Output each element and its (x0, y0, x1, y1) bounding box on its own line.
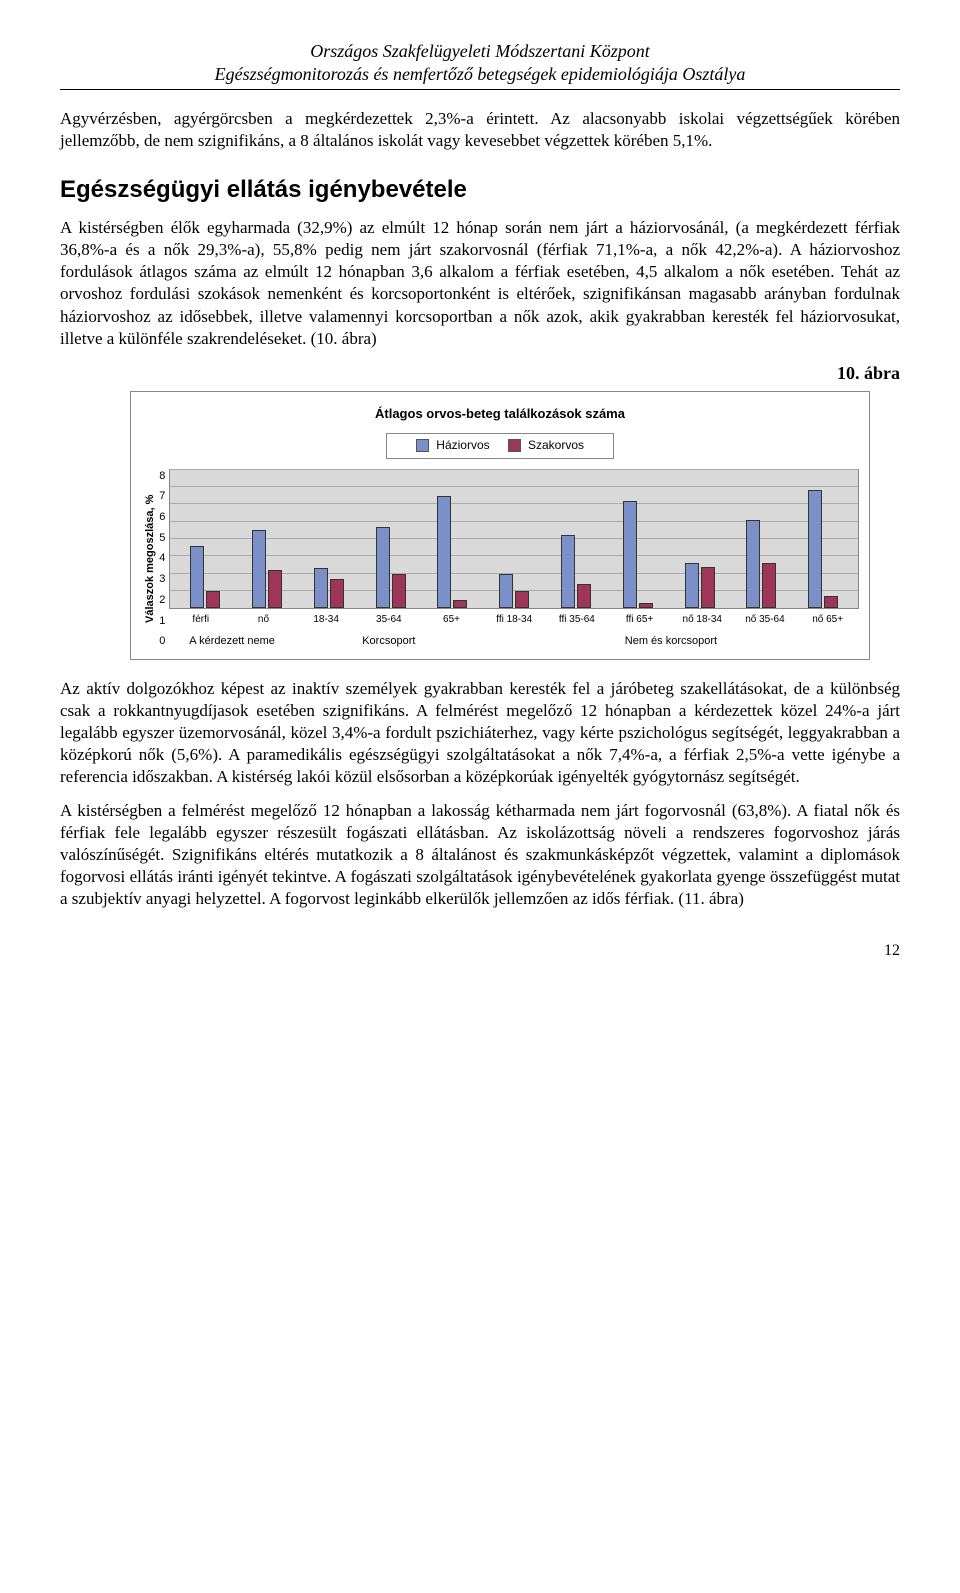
y-tick: 1 (159, 614, 165, 628)
section-title: Egészségügyi ellátás igénybevétele (60, 174, 900, 205)
y-axis-ticks: 8 7 6 5 4 3 2 1 0 (159, 469, 169, 649)
x-tick: nő (232, 613, 295, 626)
plot-wrap: Válaszok megoszlása, % 876543210 férfinő… (141, 469, 859, 649)
bar-group (298, 470, 360, 609)
legend-swatch-2 (508, 439, 521, 452)
y-tick: 4 (159, 551, 165, 565)
bar-series2 (762, 563, 776, 608)
x-tick: ffi 18-34 (483, 613, 546, 626)
legend-item-2: Szakorvos (508, 438, 584, 454)
bar-series1 (314, 568, 328, 608)
page-header: Országos Szakfelügyeleti Módszertani Köz… (60, 40, 900, 90)
header-line-2: Egészségmonitorozás és nemfertőző betegs… (60, 63, 900, 86)
y-tick: 0 (159, 634, 165, 648)
legend-item-1: Háziorvos (416, 438, 490, 454)
x-axis-group-labels: A kérdezett nemeKorcsoportNem és korcsop… (169, 634, 859, 648)
chart-title: Átlagos orvos-beteg találkozások száma (141, 406, 859, 423)
bar-group (792, 470, 854, 609)
y-tick: 2 (159, 593, 165, 607)
bar-series2 (515, 591, 529, 608)
bar-group (422, 470, 484, 609)
x-tick: ffi 35-64 (546, 613, 609, 626)
chart-plot-area (169, 469, 859, 610)
bar-series2 (577, 584, 591, 608)
paragraph-2: A kistérségben élők egyharmada (32,9%) a… (60, 217, 900, 350)
bar-series1 (499, 574, 513, 609)
paragraph-1: Agyvérzésben, agyérgörcsben a megkérdeze… (60, 108, 900, 152)
bar-group (607, 470, 669, 609)
bar-series1 (376, 527, 390, 608)
x-tick: nő 35-64 (734, 613, 797, 626)
bar-group (669, 470, 731, 609)
x-tick: 65+ (420, 613, 483, 626)
bar-series2 (639, 603, 653, 608)
bar-group (483, 470, 545, 609)
bar-series1 (746, 520, 760, 608)
y-tick: 6 (159, 510, 165, 524)
bar-series2 (206, 591, 220, 608)
bar-series1 (623, 501, 637, 608)
bar-group (545, 470, 607, 609)
bar-series1 (808, 490, 822, 608)
legend-swatch-1 (416, 439, 429, 452)
x-group-label: A kérdezett neme (169, 634, 294, 648)
x-tick: 35-64 (357, 613, 420, 626)
legend-label-1: Háziorvos (436, 438, 489, 452)
bar-series1 (685, 563, 699, 608)
y-tick: 3 (159, 572, 165, 586)
chart-container: Átlagos orvos-beteg találkozások száma H… (130, 391, 870, 659)
bar-group (730, 470, 792, 609)
bar-series2 (701, 567, 715, 609)
x-axis-ticks: férfinő18-3435-6465+ffi 18-34ffi 35-64ff… (169, 613, 859, 626)
y-tick: 8 (159, 469, 165, 483)
x-group-label: Nem és korcsoport (483, 634, 859, 648)
bar-series2 (453, 600, 467, 609)
bar-series1 (190, 546, 204, 608)
y-tick: 7 (159, 489, 165, 503)
bar-series1 (252, 530, 266, 608)
y-tick: 5 (159, 531, 165, 545)
x-tick: ffi 65+ (608, 613, 671, 626)
page-number: 12 (60, 941, 900, 962)
x-tick: nő 65+ (796, 613, 859, 626)
x-tick: nő 18-34 (671, 613, 734, 626)
legend-label-2: Szakorvos (528, 438, 584, 452)
bar-series2 (330, 579, 344, 608)
paragraph-3: Az aktív dolgozókhoz képest az inaktív s… (60, 678, 900, 788)
x-tick: férfi (169, 613, 232, 626)
bar-group (236, 470, 298, 609)
bar-group (174, 470, 236, 609)
bar-series2 (268, 570, 282, 608)
bar-group (360, 470, 422, 609)
chart-legend: Háziorvos Szakorvos (386, 433, 614, 459)
x-group-label: Korcsoport (295, 634, 483, 648)
x-tick: 18-34 (295, 613, 358, 626)
y-axis-label: Válaszok megoszlása, % (141, 469, 159, 649)
bar-series1 (561, 535, 575, 608)
figure-label: 10. ábra (60, 362, 900, 385)
bar-series2 (824, 596, 838, 608)
bar-series1 (437, 496, 451, 609)
paragraph-4: A kistérségben a felmérést megelőző 12 h… (60, 800, 900, 910)
bar-series2 (392, 574, 406, 609)
header-line-1: Országos Szakfelügyeleti Módszertani Köz… (60, 40, 900, 63)
